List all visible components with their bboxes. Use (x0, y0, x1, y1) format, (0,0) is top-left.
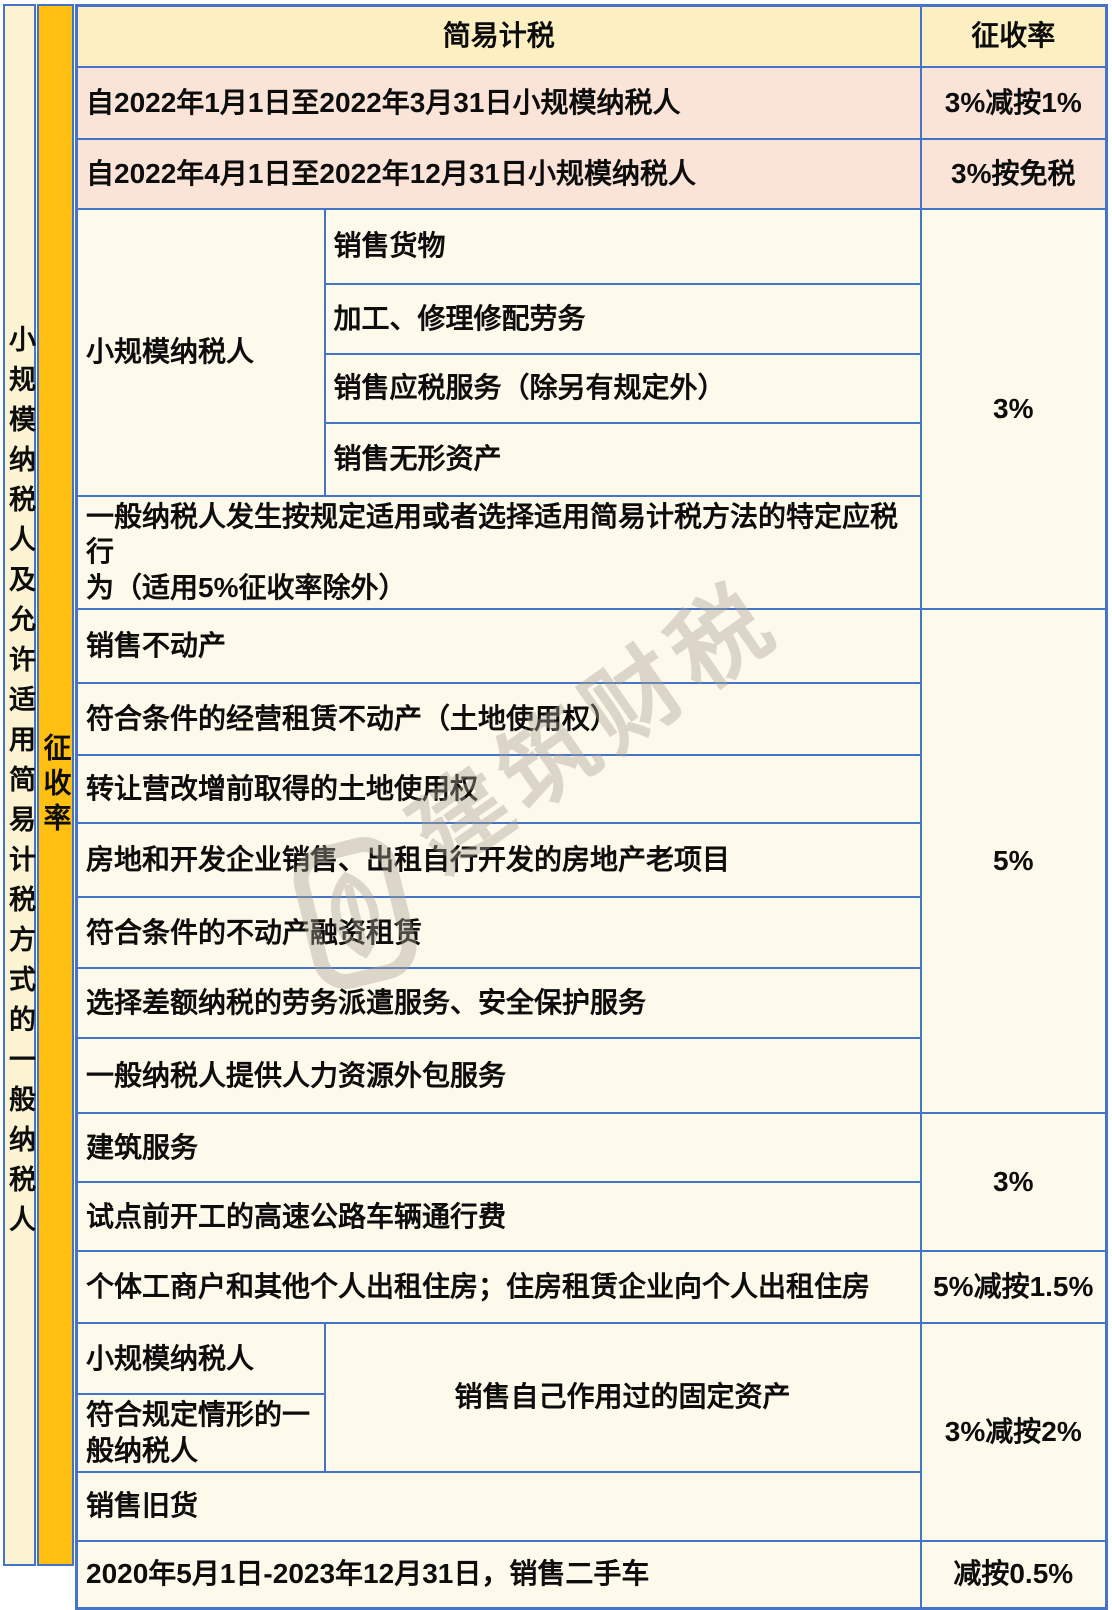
table-row: 符合条件的经营租赁不动产（土地使用权） (75, 681, 1107, 756)
table-row: 一般纳税人发生按规定适用或者选择适用简易计税方法的特定应税行 为（适用5%征收率… (75, 494, 1107, 610)
table-row: 一般纳税人提供人力资源外包服务 (75, 1036, 1107, 1114)
levy-rate-strip-label: 征收率 (40, 732, 72, 838)
item-cell: 建筑服务 (75, 1111, 922, 1183)
table-row: 符合规定情形的一 般纳税人 (75, 1392, 1107, 1473)
group-cell: 小规模纳税人 (75, 1321, 326, 1395)
table-row: 建筑服务 3% (75, 1111, 1108, 1252)
item-cell: 一般纳税人提供人力资源外包服务 (75, 1036, 922, 1114)
table-row: 个体工商户和其他个人出租住房；住房租赁企业向个人出租住房 5%减按1.5% (75, 1249, 1108, 1324)
header-method: 简易计税 (75, 4, 922, 68)
table-row: 符合条件的不动产融资租赁 (75, 895, 1107, 969)
item-cell: 房地和开发企业销售、出租自行开发的房地产老项目 (75, 821, 922, 898)
table-row: 2020年5月1日-2023年12月31日，销售二手车 减按0.5% (75, 1539, 1108, 1610)
table-row: 简易计税 征收率 (75, 4, 1108, 68)
table-row: 选择差额纳税的劳务派遣服务、安全保护服务 (75, 966, 1107, 1039)
item-cell: 选择差额纳税的劳务派遣服务、安全保护服务 (75, 966, 922, 1039)
rate-cell: 3% (919, 207, 1108, 610)
table-row: 小规模纳税人 销售货物 3% (75, 207, 1108, 610)
item-cell: 加工、修理修配劳务 (323, 282, 922, 355)
rate-cell: 3% (919, 1111, 1108, 1252)
item-cell: 销售自己作用过的固定资产 (323, 1321, 922, 1473)
sidebar-category-strip: 小规模纳税人及允许适用简易计税方式的一般纳税人 (3, 4, 36, 1566)
levy-rate-strip: 征收率 (37, 4, 74, 1566)
table-row: 销售不动产 5% (75, 607, 1108, 1114)
item-cell: 销售不动产 (75, 607, 922, 684)
table-row: 转让营改增前取得的土地使用权 (75, 753, 1107, 824)
item-cell: 自2022年4月1日至2022年12月31日小规模纳税人 (75, 137, 922, 210)
item-cell: 2020年5月1日-2023年12月31日，销售二手车 (75, 1539, 922, 1610)
item-cell: 销售应税服务（除另有规定外） (323, 352, 922, 424)
sidebar-category-label: 小规模纳税人及允许适用简易计税方式的一般纳税人 (5, 325, 35, 1245)
table-row: 自2022年1月1日至2022年3月31日小规模纳税人 3%减按1% (75, 65, 1108, 140)
item-cell: 销售旧货 (75, 1470, 922, 1542)
item-cell: 一般纳税人发生按规定适用或者选择适用简易计税方法的特定应税行 为（适用5%征收率… (75, 494, 922, 610)
rate-cell: 3%减按2% (919, 1321, 1108, 1542)
table-row: 小规模纳税人 销售自己作用过的固定资产 3%减按2% (75, 1321, 1108, 1542)
table-row: 销售应税服务（除另有规定外） (77, 352, 1107, 424)
item-cell: 销售无形资产 (323, 421, 922, 497)
page: 小规模纳税人及允许适用简易计税方式的一般纳税人 征收率 简易计税 征收率 自2022… (3, 4, 1109, 1610)
item-cell: 个体工商户和其他个人出租住房；住房租赁企业向个人出租住房 (75, 1249, 922, 1324)
item-cell: 试点前开工的高速公路车辆通行费 (75, 1180, 922, 1252)
header-rate: 征收率 (919, 4, 1108, 68)
item-cell: 销售货物 (323, 207, 922, 285)
table-row: 房地和开发企业销售、出租自行开发的房地产老项目 (75, 821, 1107, 898)
table-row: 自2022年4月1日至2022年12月31日小规模纳税人 3%按免税 (75, 137, 1108, 210)
group-cell: 符合规定情形的一 般纳税人 (75, 1392, 326, 1473)
table-row: 销售旧货 (75, 1470, 1107, 1542)
item-cell: 转让营改增前取得的土地使用权 (75, 753, 922, 824)
item-cell: 符合条件的经营租赁不动产（土地使用权） (75, 681, 922, 756)
table-row: 销售无形资产 (77, 421, 1107, 497)
table-row: 试点前开工的高速公路车辆通行费 (75, 1180, 1107, 1252)
rate-cell: 5%减按1.5% (919, 1249, 1108, 1324)
item-cell: 自2022年1月1日至2022年3月31日小规模纳税人 (75, 65, 922, 140)
tax-rate-table: 简易计税 征收率 自2022年1月1日至2022年3月31日小规模纳税人 3%减按1%… (75, 4, 1109, 1610)
rate-cell: 减按0.5% (919, 1539, 1108, 1610)
table-row: 加工、修理修配劳务 (77, 282, 1107, 355)
rate-cell: 3%按免税 (919, 137, 1108, 210)
item-cell: 符合条件的不动产融资租赁 (75, 895, 922, 969)
rate-cell: 3%减按1% (919, 65, 1108, 140)
rate-cell: 5% (919, 607, 1108, 1114)
group-cell: 小规模纳税人 (75, 207, 326, 497)
